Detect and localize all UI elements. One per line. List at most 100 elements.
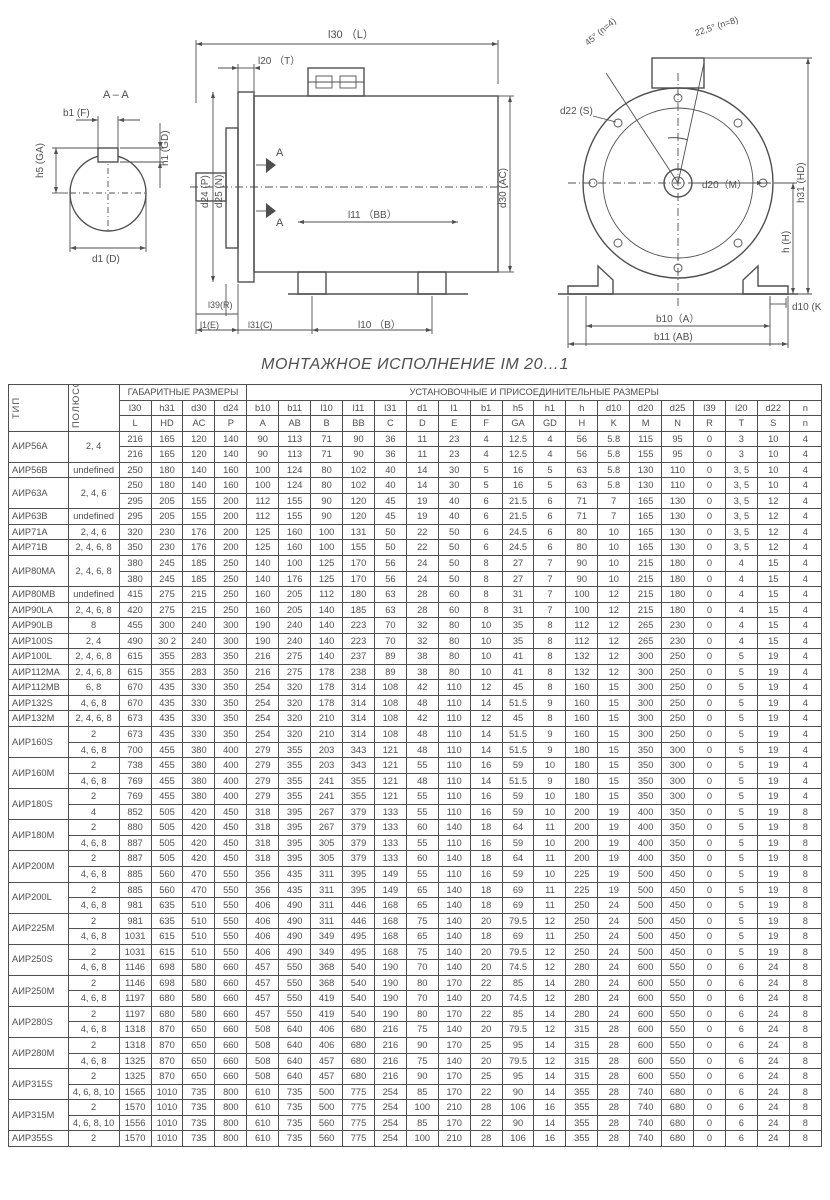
data-cell: 1010 [151, 1131, 183, 1147]
data-cell: 446 [343, 913, 375, 929]
data-cell: 870 [151, 1037, 183, 1053]
data-cell: 160 [247, 587, 279, 603]
data-cell: 8 [470, 571, 502, 587]
data-cell: 10 [470, 649, 502, 665]
data-cell: 90 [343, 431, 375, 447]
data-cell: 12 [757, 540, 789, 556]
data-cell: 38 [406, 664, 438, 680]
data-cell: 560 [151, 882, 183, 898]
data-cell: 5.8 [598, 447, 630, 463]
data-cell: 19 [757, 758, 789, 774]
data-cell: 0 [694, 1022, 726, 1038]
data-cell: 24 [757, 1037, 789, 1053]
data-cell: 550 [279, 1006, 311, 1022]
data-cell: 12 [534, 944, 566, 960]
data-cell: 24 [757, 975, 789, 991]
data-cell: 508 [247, 1053, 279, 1069]
data-cell: 165 [151, 447, 183, 463]
data-cell: 500 [630, 913, 662, 929]
data-cell: 680 [662, 1131, 694, 1147]
data-cell: 12 [598, 587, 630, 603]
data-cell: 25 [470, 1037, 502, 1053]
data-cell: 680 [343, 1022, 375, 1038]
data-cell: 185 [183, 556, 215, 572]
poles-cell: 6, 8 [68, 680, 119, 696]
data-cell: 279 [247, 742, 279, 758]
data-cell: 550 [662, 975, 694, 991]
data-cell: 250 [662, 695, 694, 711]
data-cell: 35 [502, 618, 534, 634]
data-cell: 56 [566, 447, 598, 463]
data-cell: 15 [598, 789, 630, 805]
data-cell: 16 [470, 804, 502, 820]
data-cell: 1010 [151, 1084, 183, 1100]
data-cell: 800 [215, 1084, 247, 1100]
data-cell: 90 [311, 493, 343, 509]
data-cell: 4 [534, 447, 566, 463]
data-cell: 20 [470, 960, 502, 976]
poles-cell: 4, 6, 8, 10 [68, 1084, 119, 1100]
data-cell: 50 [438, 524, 470, 540]
data-cell: 540 [343, 1006, 375, 1022]
data-cell: 254 [247, 695, 279, 711]
data-cell: 210 [438, 1131, 470, 1147]
data-cell: 80 [438, 664, 470, 680]
data-cell: 280 [566, 991, 598, 1007]
data-cell: 450 [215, 835, 247, 851]
data-cell: 1325 [119, 1069, 151, 1085]
data-cell: 735 [279, 1115, 311, 1131]
data-cell: 19 [757, 913, 789, 929]
data-cell: 350 [662, 820, 694, 836]
data-cell: 0 [694, 991, 726, 1007]
data-cell: 95 [662, 447, 694, 463]
svg-text:A: A [276, 217, 284, 229]
data-cell: 660 [215, 1037, 247, 1053]
data-cell: 455 [151, 773, 183, 789]
data-cell: 131 [343, 524, 375, 540]
poles-cell: 2 [68, 851, 119, 867]
svg-text:d30 (AC): d30 (AC) [498, 168, 509, 208]
data-cell: 16 [470, 789, 502, 805]
data-cell: 5 [725, 773, 757, 789]
data-cell: 15 [757, 587, 789, 603]
data-cell: 4 [789, 571, 821, 587]
data-cell: 300 [630, 649, 662, 665]
data-cell: 216 [247, 664, 279, 680]
data-cell: 9 [534, 742, 566, 758]
data-cell: 75 [406, 1053, 438, 1069]
data-cell: 200 [566, 851, 598, 867]
poles-cell: 4 [68, 804, 119, 820]
data-cell: 6 [534, 540, 566, 556]
data-cell: 380 [119, 571, 151, 587]
data-cell: 24 [757, 960, 789, 976]
data-cell: 180 [566, 773, 598, 789]
data-cell: 19 [757, 680, 789, 696]
data-cell: 140 [438, 820, 470, 836]
data-cell: 8 [789, 1037, 821, 1053]
data-cell: 5 [725, 695, 757, 711]
svg-text:A – A: A – A [103, 89, 129, 101]
data-cell: 21.5 [502, 509, 534, 525]
svg-text:h (H): h (H) [781, 231, 792, 253]
data-cell: 314 [343, 727, 375, 743]
data-cell: 250 [215, 587, 247, 603]
data-cell: 28 [598, 1037, 630, 1053]
data-cell: 210 [311, 727, 343, 743]
data-cell: 27 [502, 571, 534, 587]
data-cell: 130 [630, 462, 662, 478]
data-cell: 108 [374, 680, 406, 696]
data-cell: 660 [215, 1022, 247, 1038]
data-cell: 90 [343, 447, 375, 463]
data-cell: 420 [183, 851, 215, 867]
data-cell: 355 [279, 758, 311, 774]
data-cell: 79.5 [502, 1053, 534, 1069]
data-cell: 168 [374, 944, 406, 960]
data-cell: 245 [151, 556, 183, 572]
data-cell: 450 [662, 882, 694, 898]
data-cell: 1556 [119, 1115, 151, 1131]
data-cell: 8 [789, 1006, 821, 1022]
data-cell: 60 [406, 851, 438, 867]
data-cell: 63 [566, 478, 598, 494]
data-cell: 1325 [119, 1053, 151, 1069]
data-cell: 132 [566, 664, 598, 680]
